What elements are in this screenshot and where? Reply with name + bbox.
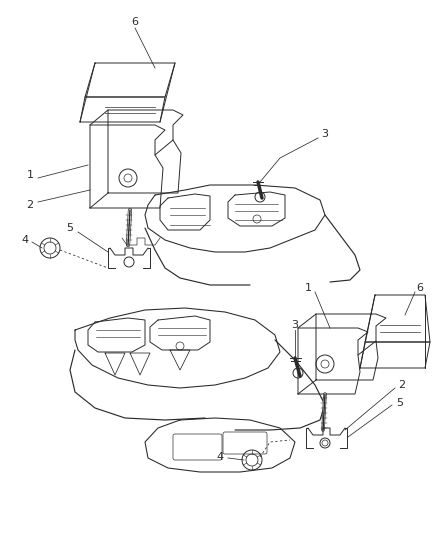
Text: 6: 6 <box>417 283 424 293</box>
Text: 2: 2 <box>26 200 34 210</box>
Text: 5: 5 <box>396 398 403 408</box>
Text: 6: 6 <box>131 17 138 27</box>
Text: 3: 3 <box>321 129 328 139</box>
Text: 4: 4 <box>21 235 28 245</box>
Text: 5: 5 <box>67 223 74 233</box>
Text: 3: 3 <box>292 320 299 330</box>
Text: 4: 4 <box>216 452 223 462</box>
Text: 1: 1 <box>304 283 311 293</box>
Text: 2: 2 <box>399 380 406 390</box>
Text: 1: 1 <box>27 170 33 180</box>
